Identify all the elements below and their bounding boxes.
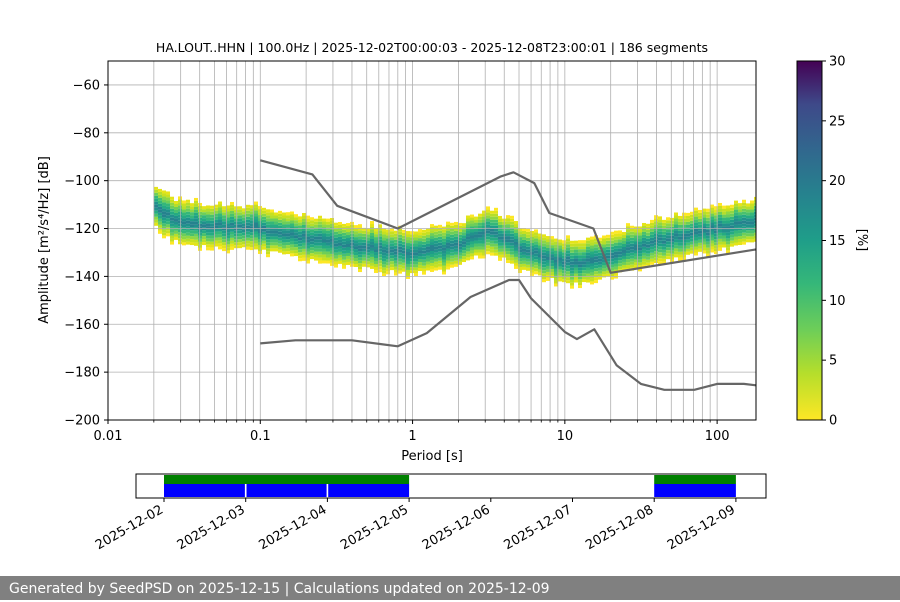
x-tick-label: 10 bbox=[557, 429, 574, 444]
psd-figure: HA.LOUT..HHN | 100.0Hz | 2025-12-02T00:0… bbox=[37, 40, 869, 553]
grid-lines bbox=[107, 61, 756, 420]
date-tick-label: 2025-12-05 bbox=[338, 502, 411, 553]
y-tick-label: −180 bbox=[64, 366, 100, 381]
colorbar-axis: 0 5 10 15 20 25 30 bbox=[822, 55, 846, 429]
colorbar-tick-label: 25 bbox=[829, 114, 846, 129]
y-tick-label: −160 bbox=[64, 318, 100, 333]
coverage-bar bbox=[654, 475, 736, 484]
data-segment-bar bbox=[328, 484, 410, 497]
colorbar-tick-label: 30 bbox=[829, 55, 846, 70]
x-axis-label: Period [s] bbox=[401, 449, 463, 464]
x-tick-label: 0.1 bbox=[250, 429, 271, 444]
x-tick-label: 1 bbox=[408, 429, 416, 444]
date-tick-label: 2025-12-04 bbox=[256, 502, 329, 553]
timeline-bars bbox=[164, 475, 736, 497]
colorbar-label: [%] bbox=[854, 229, 869, 252]
coverage-bar bbox=[164, 475, 410, 484]
colorbar-tick-label: 15 bbox=[829, 234, 846, 249]
footer-text: Generated by SeedPSD on 2025-12-15 | Cal… bbox=[9, 581, 550, 597]
y-tick-label: −200 bbox=[64, 414, 100, 429]
x-tick-label: 0.01 bbox=[94, 429, 123, 444]
date-tick-label: 2025-12-03 bbox=[175, 502, 248, 553]
reference-curve-high bbox=[260, 159, 756, 274]
colorbar-tick-label: 10 bbox=[829, 294, 846, 309]
y-tick-label: −120 bbox=[64, 222, 100, 237]
colorbar-tick-label: 20 bbox=[829, 174, 846, 189]
chart-title: HA.LOUT..HHN | 100.0Hz | 2025-12-02T00:0… bbox=[156, 40, 708, 55]
colorbar-tick-label: 5 bbox=[829, 354, 837, 369]
date-tick-label: 2025-12-06 bbox=[420, 502, 493, 553]
plot-frame bbox=[107, 60, 757, 421]
data-segment-bar bbox=[654, 484, 736, 497]
psd-density bbox=[154, 186, 756, 289]
footer-bar: Generated by SeedPSD on 2025-12-15 | Cal… bbox=[0, 576, 900, 600]
y-tick-label: −60 bbox=[73, 78, 100, 93]
axes: 0.01 0.1 1 10 100 −60 −80 −100 −120 −140 −160 −180 −… bbox=[64, 78, 729, 444]
y-tick-label: −140 bbox=[64, 270, 100, 285]
y-axis-label: Amplitude [m²/s⁴/Hz] [dB] bbox=[37, 156, 52, 324]
y-tick-label: −100 bbox=[64, 174, 100, 189]
x-tick-label: 100 bbox=[705, 429, 730, 444]
data-segment-bar bbox=[164, 484, 245, 497]
date-tick-label: 2025-12-07 bbox=[502, 502, 575, 553]
reference-curve-low bbox=[260, 278, 756, 391]
data-segment-bar bbox=[246, 484, 327, 497]
y-tick-label: −80 bbox=[73, 126, 100, 141]
colorbar bbox=[796, 60, 823, 421]
timeline-axis: 2025-12-02 2025-12-03 2025-12-04 2025-12-05… bbox=[93, 498, 738, 553]
colorbar-tick-label: 0 bbox=[829, 414, 837, 429]
reference-curves bbox=[260, 159, 756, 391]
date-tick-label: 2025-12-08 bbox=[583, 502, 656, 553]
date-tick-label: 2025-12-02 bbox=[93, 502, 166, 553]
date-tick-label: 2025-12-09 bbox=[665, 502, 738, 553]
